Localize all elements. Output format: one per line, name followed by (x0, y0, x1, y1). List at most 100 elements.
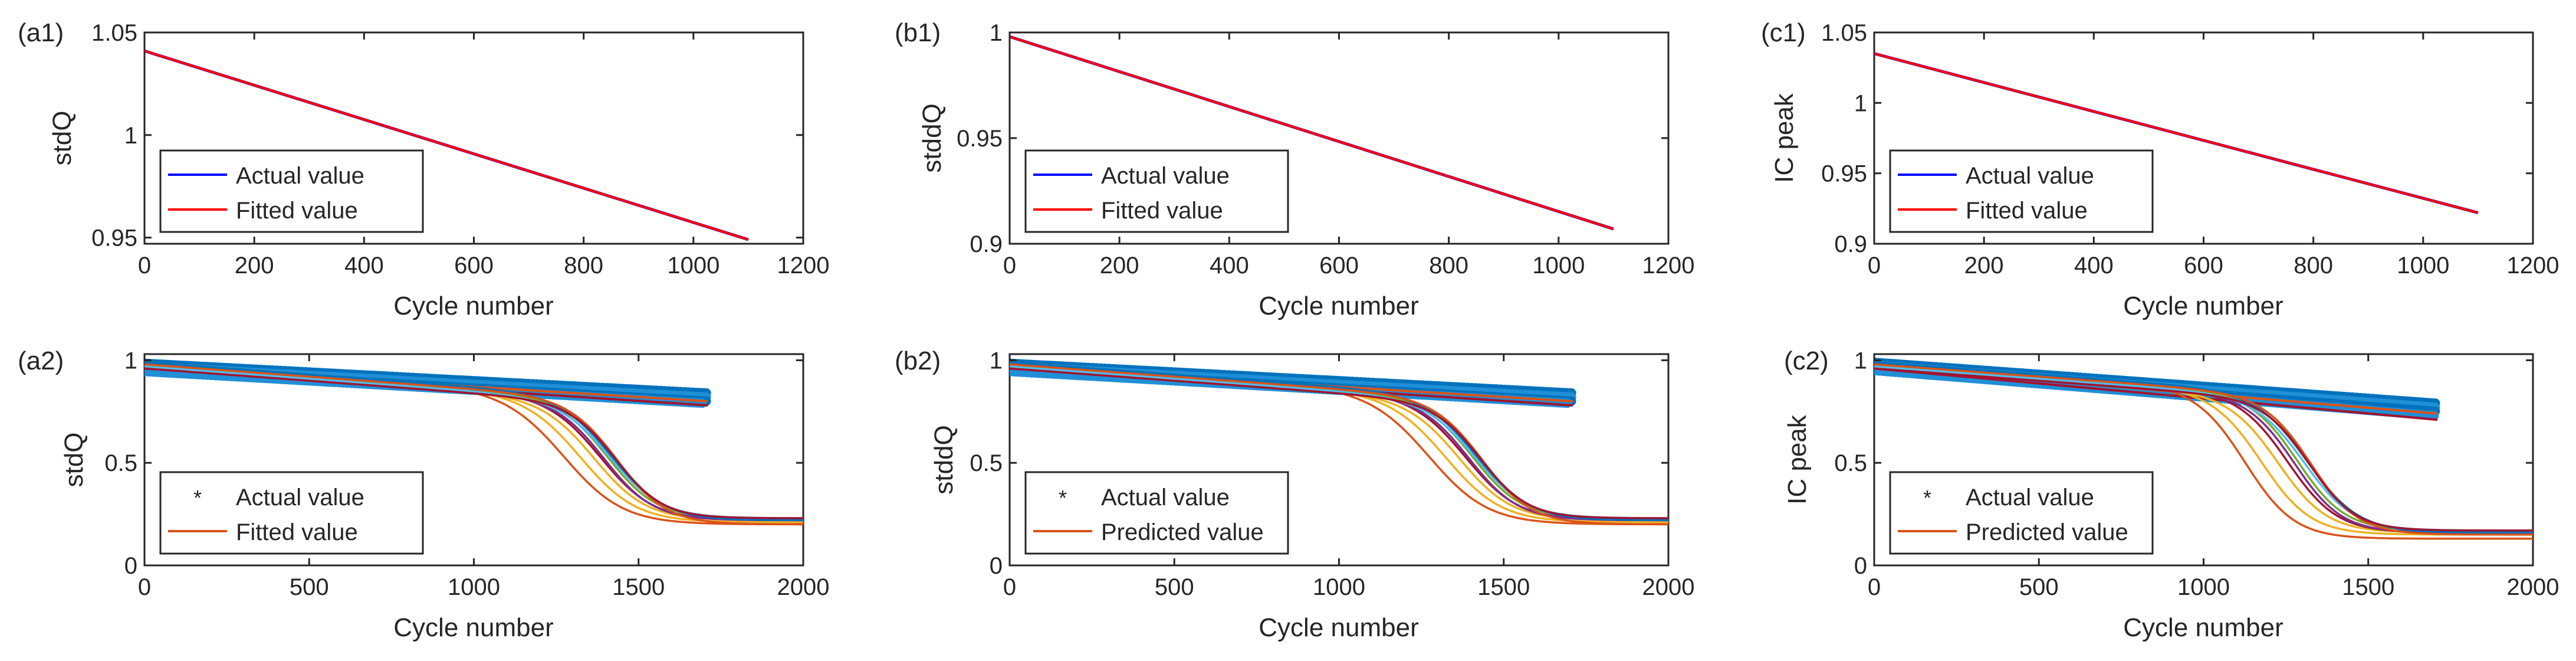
tick-layer: 0 200 400 600 800 1000 1200 0.9 0.95 1 1.05 (1821, 20, 2559, 279)
x-tick-label: 500 (2019, 574, 2059, 600)
fitted-curve (1010, 363, 1668, 526)
x-tick-label: 0 (1003, 253, 1016, 279)
legend-label: Fitted value (236, 519, 358, 545)
legend-label: Predicted value (1966, 519, 2128, 545)
series-layer (144, 358, 803, 526)
x-tick-label: 1200 (777, 253, 830, 279)
legend: Actual value Fitted value (159, 149, 424, 233)
y-tick-label: 1.05 (91, 20, 137, 46)
x-tick-label: 0 (1868, 574, 1881, 600)
y-tick-label: 0.9 (970, 231, 1003, 257)
y-tick-label: 0 (990, 553, 1003, 579)
y-tick-label: 0.95 (957, 126, 1003, 152)
fitted-line (1874, 367, 2438, 421)
x-tick-label: 600 (454, 253, 494, 279)
fitted-curve (1874, 367, 2533, 532)
x-tick-label: 500 (290, 574, 329, 600)
legend-label: Actual value (1966, 163, 2094, 189)
panel-label: (c2) (1784, 346, 1829, 375)
y-tick-label: 0.5 (104, 450, 137, 476)
x-axis-label: Cycle number (2123, 613, 2283, 642)
y-tick-label: 0.5 (970, 450, 1003, 476)
x-tick-label: 1000 (667, 253, 719, 279)
x-tick-label: 1500 (612, 574, 665, 600)
y-axis-label: stddQ (918, 103, 947, 172)
x-tick-label: 400 (1210, 253, 1249, 279)
y-tick-label: 0.95 (1821, 161, 1867, 187)
legend-label: Actual value (1101, 485, 1230, 511)
series-layer (1010, 35, 1614, 231)
fitted-curve (1874, 363, 2533, 536)
legend-label: Fitted value (1101, 198, 1223, 224)
y-axis-label: stddQ (929, 425, 958, 494)
x-tick-label: 600 (2184, 253, 2223, 279)
x-tick-label: 1000 (1532, 253, 1585, 279)
x-tick-label: 1200 (1642, 253, 1695, 279)
x-tick-label: 1500 (2342, 574, 2394, 600)
x-tick-label: 800 (1429, 253, 1468, 279)
tick-layer: 0 500 1000 1500 2000 0 0.5 1 (104, 348, 829, 600)
x-tick-label: 600 (1319, 253, 1359, 279)
legend-box (159, 471, 424, 555)
fitted-curve (1010, 367, 1668, 519)
legend: * Actual value Fitted value (159, 471, 424, 555)
x-tick-label: 800 (564, 253, 603, 279)
y-tick-label: 1 (1854, 90, 1867, 116)
y-tick-label: 0.9 (1834, 231, 1867, 257)
y-tick-label: 1 (124, 348, 137, 374)
x-tick-label: 1000 (2177, 574, 2230, 600)
x-tick-label: 2000 (1642, 574, 1695, 600)
x-tick-label: 400 (2074, 253, 2114, 279)
y-tick-label: 1 (990, 20, 1003, 46)
legend-box (1024, 471, 1289, 555)
x-tick-label: 500 (1155, 574, 1194, 600)
x-tick-label: 400 (344, 253, 384, 279)
legend-label: Actual value (1966, 485, 2094, 511)
legend: Actual value Fitted value (1024, 149, 1289, 233)
tick-layer: 0 500 1000 1500 2000 0 0.5 1 (970, 348, 1694, 600)
legend: Actual value Fitted value (1889, 149, 2154, 233)
x-tick-label: 0 (1003, 574, 1016, 600)
panel-c1: 0 200 400 600 800 1000 1200 0.9 0.95 1 1.05 (c1) C… (1761, 18, 2559, 320)
y-tick-label: 1 (124, 123, 137, 149)
x-tick-label: 0 (1868, 253, 1881, 279)
legend-label: Actual value (236, 485, 364, 511)
y-tick-label: 0 (1854, 553, 1867, 579)
y-axis-label: stdQ (48, 111, 77, 166)
x-axis-label: Cycle number (393, 292, 553, 320)
x-tick-label: 1000 (448, 574, 500, 600)
series-line (144, 50, 749, 241)
series-layer (1010, 358, 1668, 526)
legend-label: Fitted value (1966, 198, 2088, 224)
x-axis-label: Cycle number (1259, 613, 1418, 642)
plot-area (1873, 31, 2534, 245)
legend-label: Predicted value (1101, 519, 1264, 545)
fitted-curve (1874, 361, 2533, 534)
y-tick-label: 1 (1854, 348, 1867, 374)
panel-a1: 0 200 400 600 800 1000 1200 0.95 1 1.05 (a1) Cycl… (18, 18, 829, 320)
series-layer (1874, 52, 2479, 214)
legend-label: Actual value (236, 163, 364, 189)
x-tick-label: 200 (1964, 253, 2004, 279)
legend-box (1889, 471, 2154, 555)
y-tick-label: 1 (990, 348, 1003, 374)
y-axis-label: IC peak (1783, 414, 1812, 505)
legend: * Actual value Predicted value (1024, 471, 1289, 555)
panel-label: (b2) (895, 346, 941, 375)
legend-label: Actual value (1101, 163, 1230, 189)
tick-layer: 0 200 400 600 800 1000 1200 0.95 1 1.05 (91, 20, 829, 279)
x-tick-label: 1000 (1313, 574, 1365, 600)
tick-layer: 0 200 400 600 800 1000 1200 0.9 0.95 1 (957, 20, 1694, 279)
fitted-curve (144, 367, 803, 519)
y-tick-label: 0.95 (91, 225, 137, 251)
panel-label: (a2) (18, 346, 64, 375)
legend-swatch-marker: * (1059, 486, 1067, 510)
legend-box (1024, 149, 1289, 233)
legend-box (159, 149, 424, 233)
x-tick-label: 200 (1100, 253, 1139, 279)
x-tick-label: 2000 (777, 574, 830, 600)
